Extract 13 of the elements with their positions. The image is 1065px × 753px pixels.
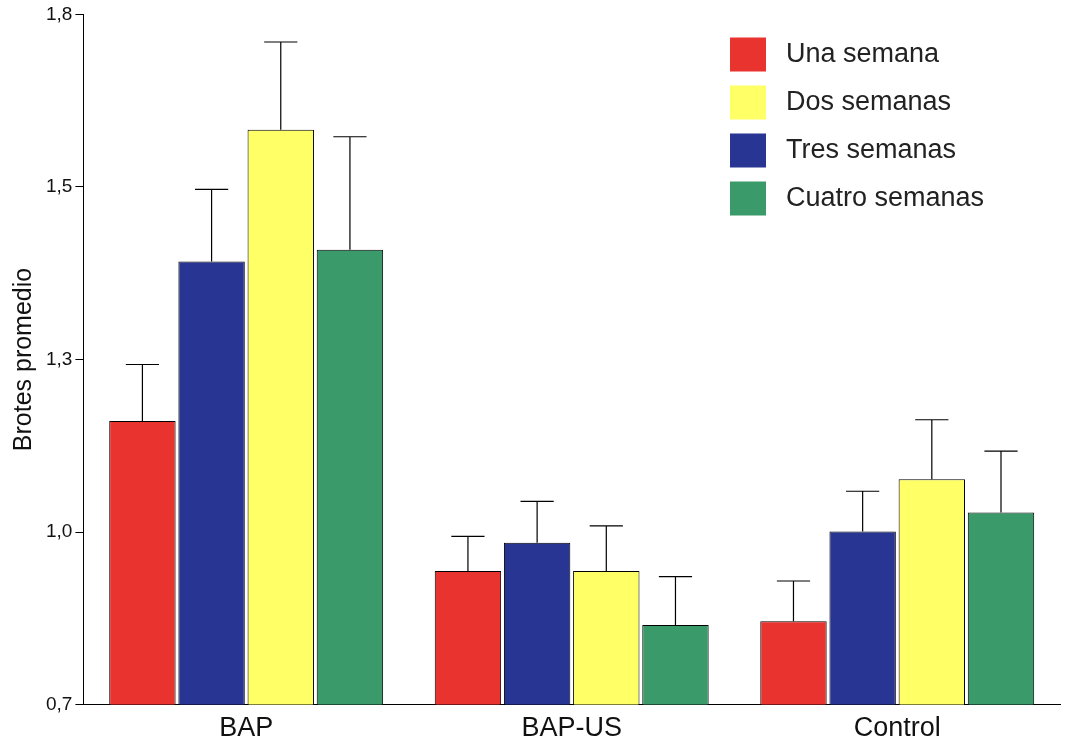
y-tick-label: 0,7	[45, 692, 73, 714]
x-tick-label: BAP	[219, 712, 274, 743]
y-tick-label: 1,5	[45, 175, 73, 197]
x-tick-label: BAP-US	[521, 712, 622, 743]
y-axis-title: Brotes promedio	[7, 267, 36, 452]
y-tick-label: 1,3	[45, 347, 73, 369]
legend-label: Cuatro semanas	[786, 181, 985, 212]
legend-label: Tres semanas	[786, 133, 957, 164]
y-tick-label: 1,0	[45, 520, 73, 542]
y-tick-label: 1,8	[45, 2, 73, 24]
legend-label: Dos semanas	[786, 85, 952, 116]
legend-label: Una semana	[786, 37, 941, 68]
x-tick-label: Control	[853, 712, 941, 743]
